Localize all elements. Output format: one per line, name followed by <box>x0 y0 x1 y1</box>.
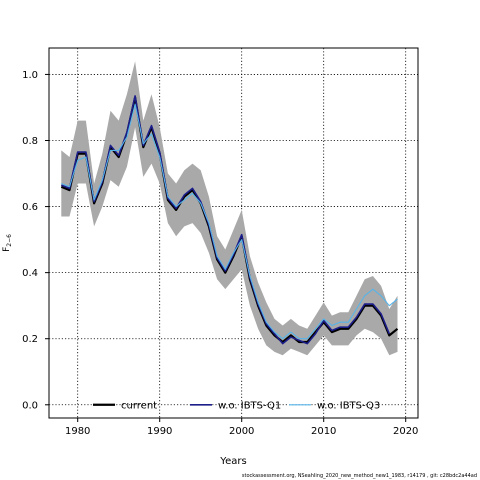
plot-frame <box>48 47 419 419</box>
footer-note: stockassessment.org, NSeahIing_2020_new_… <box>241 473 477 479</box>
y-tick-label: 0.4 <box>22 268 38 279</box>
x-tick-label: 1990 <box>147 426 172 437</box>
x-axis: 1980 1990 2000 2010 2020 <box>65 418 418 437</box>
y-axis: 0.0 0.2 0.4 0.6 0.8 1.0 <box>22 70 49 411</box>
series-lines <box>60 95 399 345</box>
y-tick-label: 0.8 <box>22 136 38 147</box>
legend-label-0: current <box>121 400 157 411</box>
series-line-1 <box>61 95 391 345</box>
series-line-2 <box>61 103 398 340</box>
legend-label-1: w.o. IBTS-Q1 <box>218 400 281 411</box>
x-tick-label: 1980 <box>65 426 90 437</box>
y-tick-label: 1.0 <box>22 70 38 81</box>
legend-label-2: w.o. IBTS-Q3 <box>317 400 380 411</box>
y-tick-label: 0.6 <box>22 202 38 213</box>
y-axis-label-subscript: 2−6 <box>6 234 13 247</box>
x-tick-label: 2000 <box>229 426 254 437</box>
x-tick-label: 2020 <box>393 426 418 437</box>
x-tick-label: 2010 <box>311 426 336 437</box>
y-tick-label: 0.0 <box>22 400 38 411</box>
y-axis-label-main: F <box>2 247 12 252</box>
y-tick-label: 0.2 <box>22 334 38 345</box>
legend: current w.o. IBTS-Q1 w.o. IBTS-Q3 <box>93 400 380 411</box>
y-axis-label: F2−6 <box>2 234 13 252</box>
confidence-band <box>61 61 398 356</box>
x-axis-label: Years <box>219 456 246 467</box>
